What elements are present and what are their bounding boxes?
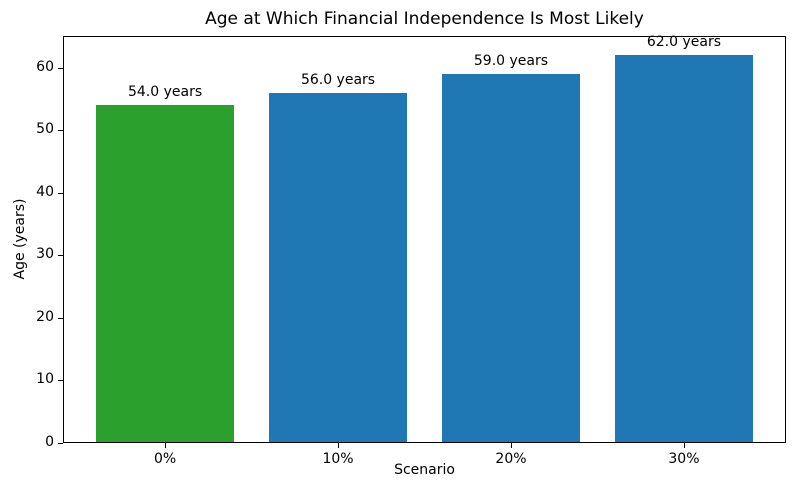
x-tick-mark (511, 443, 512, 448)
x-tick-label: 0% (153, 451, 177, 467)
bar-value-label: 62.0 years (646, 34, 722, 51)
y-tick-label: 40 (36, 184, 54, 200)
x-tick-mark (684, 443, 685, 448)
x-tick-label: 20% (495, 451, 527, 467)
y-tick-label: 30 (36, 246, 54, 262)
y-tick-mark (58, 380, 63, 381)
y-tick-mark (58, 193, 63, 194)
y-tick-mark (58, 68, 63, 69)
y-axis-label: Age (years) (12, 198, 28, 280)
bar-value-label: 54.0 years (127, 84, 203, 101)
bar-10% (268, 92, 408, 442)
x-tick-mark (338, 443, 339, 448)
bar-20% (441, 74, 581, 442)
x-axis-label: Scenario (394, 462, 455, 478)
y-tick-mark (58, 255, 63, 256)
y-tick-label: 0 (45, 434, 54, 450)
y-tick-mark (58, 318, 63, 319)
x-tick-label: 10% (322, 451, 354, 467)
bar-30% (614, 55, 754, 442)
bar-value-label: 59.0 years (473, 53, 549, 70)
y-tick-label: 10 (36, 371, 54, 387)
x-tick-label: 30% (668, 451, 700, 467)
y-tick-label: 50 (36, 121, 54, 137)
bar-0% (95, 105, 235, 442)
chart-title: Age at Which Financial Independence Is M… (205, 9, 644, 29)
y-tick-mark (58, 443, 63, 444)
y-tick-label: 20 (36, 309, 54, 325)
y-tick-label: 60 (36, 59, 54, 75)
y-tick-mark (58, 130, 63, 131)
x-tick-mark (165, 443, 166, 448)
bar-value-label: 56.0 years (300, 71, 376, 88)
